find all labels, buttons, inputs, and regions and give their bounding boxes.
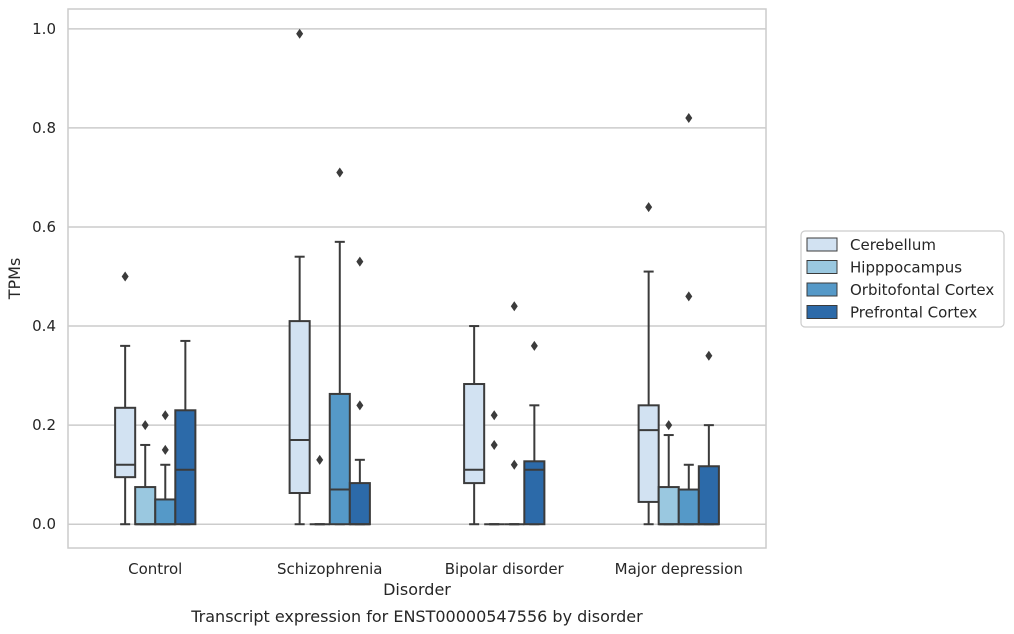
outlier-point — [336, 167, 344, 178]
box-hipppocampus — [484, 410, 505, 526]
legend-swatch — [806, 282, 838, 297]
box-body — [134, 486, 157, 526]
outlier-point — [665, 420, 673, 431]
x-tick-label: Control — [128, 560, 182, 578]
box-body — [637, 404, 660, 503]
legend: Cerebellum Hipppocampus Orbitofontal Corte… — [800, 230, 1005, 328]
outlier-point — [356, 400, 364, 411]
y-tick-label: 0.2 — [32, 416, 56, 434]
x-axis-ticks: Control Schizophrenia Bipolar disorder Majo… — [128, 560, 743, 578]
legend-swatch — [806, 305, 838, 319]
outlier-point — [705, 350, 713, 361]
legend-label: Orbitofontal Cortex — [850, 281, 994, 299]
box-body — [114, 406, 137, 479]
x-tick-label: Schizophrenia — [277, 560, 382, 578]
box-prefrontal-cortex — [174, 339, 197, 526]
outlier-point — [296, 28, 304, 39]
outlier-point — [645, 202, 653, 213]
box-orbitofontal-cortex — [677, 112, 700, 526]
box-body — [348, 482, 371, 526]
outlier-point — [356, 256, 364, 267]
box-body — [154, 498, 177, 526]
outlier-point — [685, 112, 693, 123]
y-tick-label: 0.4 — [32, 317, 56, 335]
y-tick-label: 0.8 — [32, 119, 56, 137]
y-tick-label: 1.0 — [32, 20, 56, 38]
box-prefrontal-cortex — [348, 256, 371, 526]
box-cerebellum — [288, 28, 311, 526]
box-orbitofontal-cortex — [504, 301, 525, 526]
figure-caption: Transcript expression for ENST0000054755… — [190, 607, 643, 626]
outlier-point — [685, 291, 693, 302]
outlier-point — [141, 420, 149, 431]
x-axis-label: Disorder — [383, 580, 451, 599]
legend-item: Orbitofontal Cortex — [806, 281, 994, 299]
legend-swatch — [806, 237, 838, 252]
box-body — [288, 320, 311, 495]
outlier-point — [161, 444, 169, 455]
plot-area-frame — [67, 8, 767, 549]
box-body — [697, 465, 720, 526]
legend-item: Prefrontal Cortex — [806, 304, 977, 322]
box-body — [463, 383, 486, 485]
box-orbitofontal-cortex — [328, 167, 351, 526]
box-prefrontal-cortex — [523, 340, 546, 526]
box-body — [657, 486, 680, 526]
box-hipppocampus — [657, 420, 680, 526]
legend-label: Prefrontal Cortex — [850, 304, 977, 322]
box-cerebellum — [637, 202, 660, 526]
box-body — [523, 460, 546, 526]
gridlines — [68, 28, 766, 525]
x-tick-label: Major depression — [615, 560, 743, 578]
boxes-layer — [114, 28, 720, 526]
y-axis-ticks: 0.0 0.2 0.4 0.6 0.8 1.0 — [32, 20, 56, 533]
outlier-point — [510, 459, 518, 470]
outlier-point — [530, 340, 538, 351]
legend-label: Cerebellum — [850, 236, 936, 254]
legend-frame — [800, 230, 1005, 328]
legend-label: Hipppocampus — [850, 259, 962, 277]
outlier-point — [161, 410, 169, 421]
outlier-point — [490, 410, 498, 421]
box-prefrontal-cortex — [697, 350, 720, 526]
legend-item: Hipppocampus — [806, 259, 962, 277]
box-hipppocampus — [309, 454, 330, 526]
outlier-point — [510, 301, 518, 312]
box-cerebellum — [463, 325, 486, 526]
y-tick-label: 0.6 — [32, 218, 56, 236]
y-tick-label: 0.0 — [32, 515, 56, 533]
box-body — [174, 409, 197, 526]
box-orbitofontal-cortex — [154, 410, 177, 526]
x-tick-label: Bipolar disorder — [445, 560, 565, 578]
box-cerebellum — [114, 271, 137, 526]
legend-swatch — [806, 260, 838, 274]
box-body — [328, 392, 351, 526]
box-hipppocampus — [134, 420, 157, 526]
y-axis-label: TPMs — [5, 258, 24, 301]
outlier-point — [316, 454, 324, 465]
outlier-point — [490, 439, 498, 450]
box-body — [677, 488, 700, 526]
legend-item: Cerebellum — [806, 236, 936, 254]
outlier-point — [121, 271, 129, 282]
